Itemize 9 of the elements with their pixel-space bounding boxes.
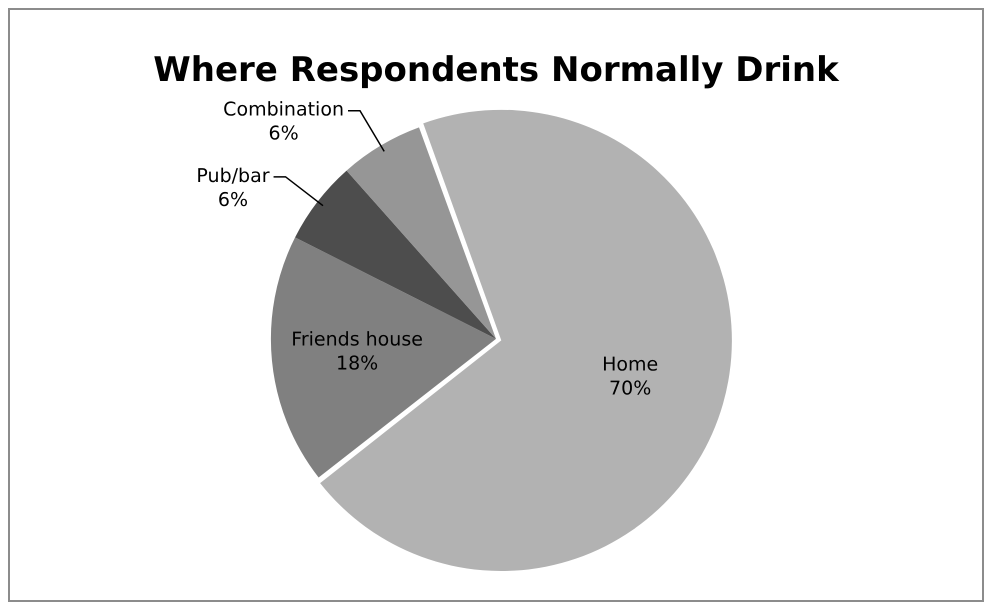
slice-label: Combination	[223, 98, 344, 121]
slice-label: Friends house	[291, 328, 423, 350]
chart-title: Where Respondents Normally Drink	[153, 50, 840, 90]
data-label: 18%	[336, 352, 378, 374]
slice-label: Pub/bar	[196, 164, 270, 187]
data-label: 6%	[218, 188, 248, 211]
data-label: 70%	[609, 377, 652, 400]
data-label: 6%	[268, 122, 299, 145]
slice-label: Home	[602, 353, 658, 376]
